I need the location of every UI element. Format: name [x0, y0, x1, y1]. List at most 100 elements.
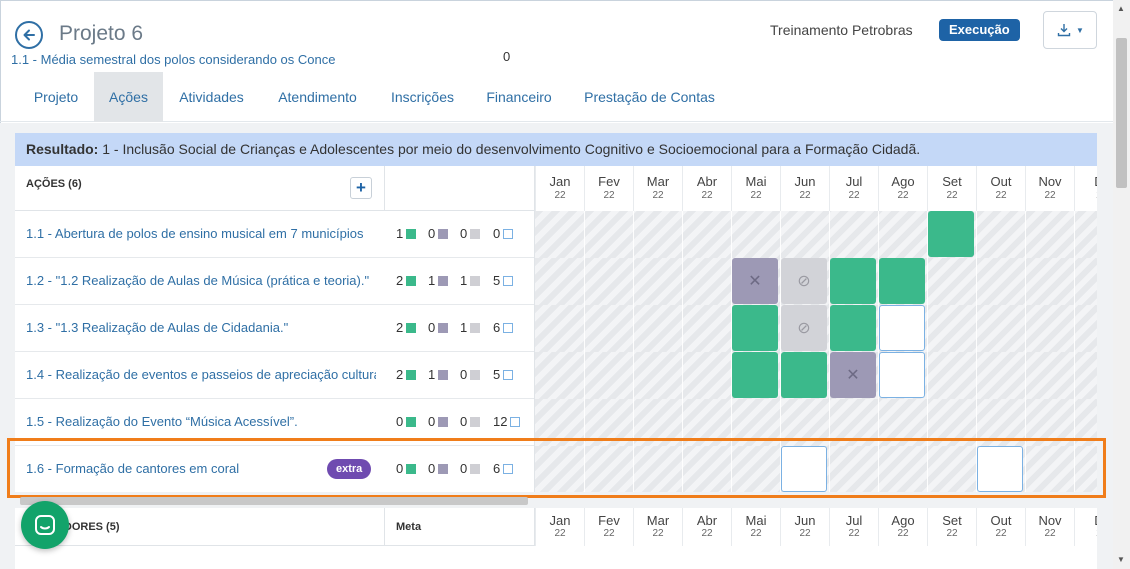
month-name: Ago [891, 513, 915, 528]
suspended-icon: ⊘ [797, 320, 811, 337]
actions-header-label: AÇÕES (6) [26, 178, 82, 190]
actions-month-header: Jan 22 [535, 166, 584, 211]
horizontal-scrollbar[interactable] [20, 497, 528, 505]
action-row-label[interactable]: 1.5 - Realização do Evento “Música Acess… [26, 414, 298, 429]
count-value: 5 [493, 367, 514, 382]
count-number: 0 [428, 226, 436, 241]
month-divider [731, 352, 732, 399]
tab-atividades[interactable]: Atividades [179, 89, 244, 105]
add-action-button[interactable]: + [350, 177, 372, 199]
count-value: 0 [428, 320, 449, 335]
page-title: Projeto 6 [59, 22, 144, 45]
action-row-label[interactable]: 1.2 - "1.2 Realização de Aulas de Música… [26, 273, 370, 288]
timeline-track: ⊘ [535, 305, 1097, 352]
scrollbar-thumb[interactable] [1116, 38, 1127, 188]
month-divider [829, 446, 830, 492]
month-divider [1025, 211, 1026, 258]
indicator-row-label[interactable]: 1.1 - Média semestral dos polos consider… [11, 52, 336, 67]
action-row-label[interactable]: 1.1 - Abertura de polos de ensino musica… [26, 226, 364, 241]
count-number: 0 [460, 461, 468, 476]
count-number: 6 [493, 461, 501, 476]
vertical-scrollbar[interactable]: ▲ ▼ [1113, 0, 1130, 569]
tab-atendimento[interactable]: Atendimento [278, 89, 357, 105]
timeline-cell-empty[interactable] [977, 446, 1023, 492]
suspended-square-icon [470, 370, 481, 380]
count-number: 1 [460, 320, 468, 335]
indicators-month-header: Nov 22 [1025, 508, 1074, 546]
action-row: 1.3 - "1.3 Realização de Aulas de Cidada… [15, 305, 1097, 352]
count-number: 5 [493, 273, 501, 288]
month-divider [682, 258, 683, 305]
count-value: 0 [428, 461, 449, 476]
month-divider [584, 305, 585, 352]
month-divider [731, 399, 732, 446]
action-row-label[interactable]: 1.6 - Formação de cantores em coral [26, 461, 240, 476]
export-dropdown-button[interactable]: ▼ [1043, 11, 1097, 49]
scroll-down-icon[interactable]: ▼ [1117, 555, 1125, 564]
actions-month-header: Jul 22 [829, 166, 878, 211]
month-divider [780, 305, 781, 352]
tab-projeto[interactable]: Projeto [33, 89, 79, 105]
tab-inscricoes[interactable]: Inscrições [390, 89, 455, 105]
timeline-cell-empty[interactable] [879, 352, 925, 398]
action-row: 1.4 - Realização de eventos e passeios d… [15, 352, 1097, 399]
month-divider [878, 258, 879, 305]
tab-prestacao-de-contas[interactable]: Prestação de Contas [584, 89, 715, 105]
month-divider [976, 211, 977, 258]
month-divider [1025, 399, 1026, 446]
timeline-cell-green[interactable] [830, 258, 876, 304]
timeline-cell-purple[interactable]: ✕ [732, 258, 778, 304]
actions-table: AÇÕES (6) + Jan 22 Fev 22 Mar 22 Abr 22 Mai 22 Jun… [15, 166, 1097, 492]
count-value: 0 [460, 226, 481, 241]
month-divider [976, 399, 977, 446]
month-divider [682, 352, 683, 399]
indicators-header: INDICADORES (5) [15, 508, 385, 546]
scroll-up-icon[interactable]: ▲ [1117, 4, 1125, 13]
month-divider [829, 399, 830, 446]
month-divider [633, 352, 634, 399]
status-badge: Execução [939, 19, 1020, 41]
cancelled-square-icon [438, 464, 449, 474]
timeline-cell-green[interactable] [732, 305, 778, 351]
month-divider [633, 446, 634, 492]
suspended-square-icon [470, 276, 481, 286]
timeline-cell-empty[interactable] [781, 446, 827, 492]
month-year: 22 [554, 190, 566, 201]
month-divider [731, 446, 732, 492]
timeline-cell-green[interactable] [732, 352, 778, 398]
timeline-cell-purple[interactable]: ✕ [830, 352, 876, 398]
month-divider [633, 399, 634, 446]
month-name: Jul [845, 174, 863, 189]
action-counts: 1 0 0 0 [385, 211, 535, 258]
timeline-cell-green[interactable] [781, 352, 827, 398]
organization-name: Treinamento Petrobras [770, 22, 913, 38]
month-name: Jun [794, 174, 816, 189]
indicators-month-header: Fev 22 [584, 508, 633, 546]
back-arrow-icon[interactable] [15, 21, 43, 49]
indicators-month-header: Mai 22 [731, 508, 780, 546]
action-row-label[interactable]: 1.3 - "1.3 Realização de Aulas de Cidada… [26, 320, 289, 335]
count-value: 12 [493, 414, 521, 429]
action-row-label[interactable]: 1.4 - Realização de eventos e passeios d… [26, 367, 376, 382]
count-number: 0 [428, 414, 436, 429]
month-divider [927, 352, 928, 399]
month-name: Jan [549, 174, 571, 189]
month-divider [1074, 446, 1075, 492]
count-number: 0 [428, 461, 436, 476]
month-divider [731, 211, 732, 258]
timeline-cell-green[interactable] [879, 258, 925, 304]
chat-widget-button[interactable] [21, 501, 69, 549]
timeline-cell-green[interactable] [928, 211, 974, 257]
timeline-cell-grey[interactable]: ⊘ [781, 258, 827, 304]
timeline-cell-green[interactable] [830, 305, 876, 351]
month-divider [878, 352, 879, 399]
month-name: Fev [598, 513, 620, 528]
planned-square-icon [503, 276, 514, 286]
timeline-track: ✕ [535, 352, 1097, 399]
timeline-cell-grey[interactable]: ⊘ [781, 305, 827, 351]
tab-financeiro[interactable]: Financeiro [486, 89, 552, 105]
tab-acoes[interactable]: Ações [94, 72, 163, 122]
month-year: 22 [848, 190, 860, 201]
action-row: 1.2 - "1.2 Realização de Aulas de Música… [15, 258, 1097, 305]
timeline-cell-empty[interactable] [879, 305, 925, 351]
